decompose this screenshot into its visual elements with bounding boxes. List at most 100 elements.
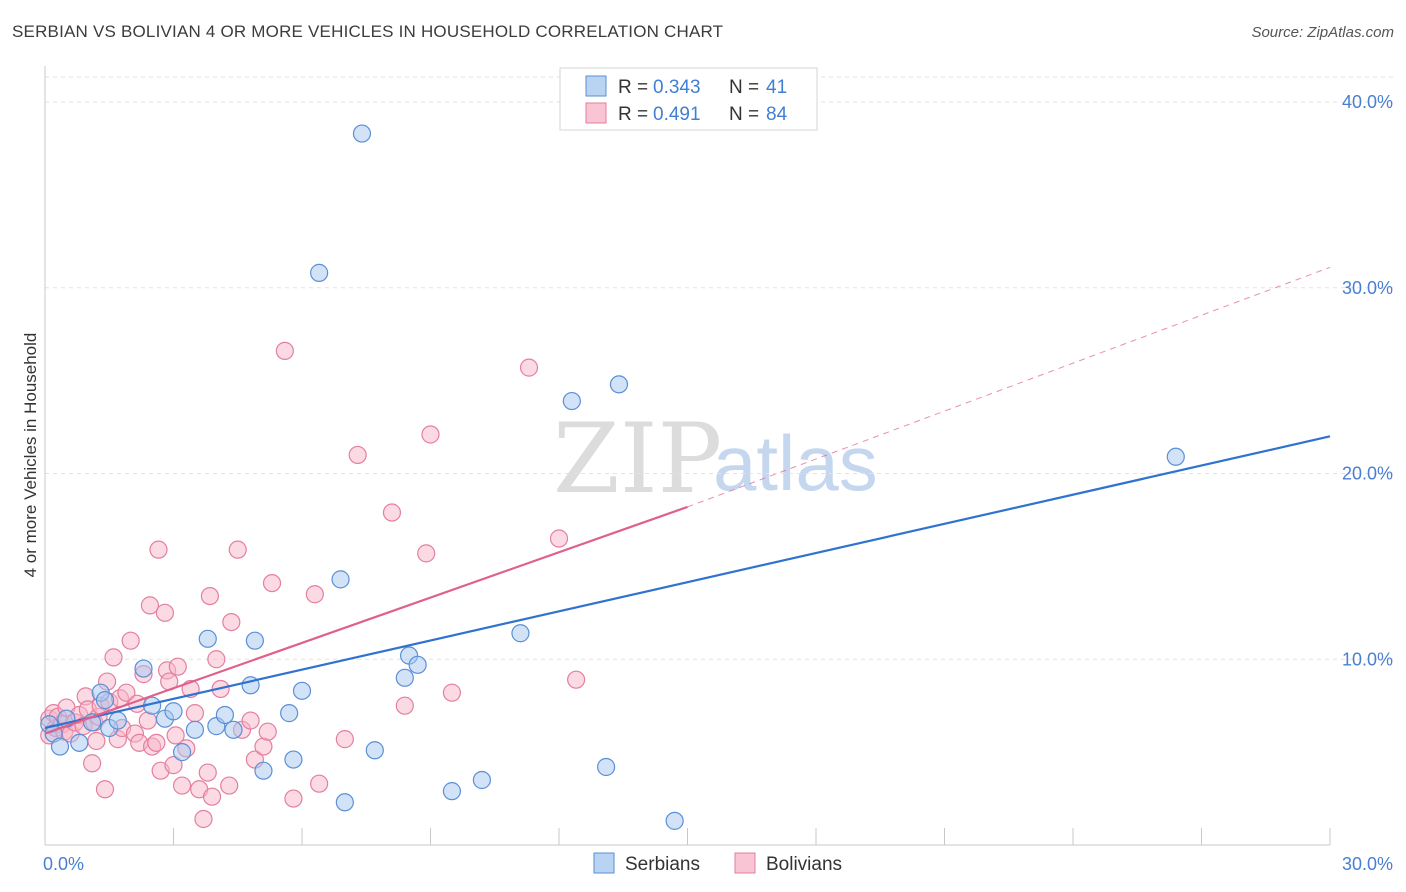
legend-r-label: R = <box>618 77 648 98</box>
bottom-legend-label: Serbians <box>625 854 700 875</box>
legend-r-value: 0.491 <box>653 104 701 125</box>
serbian-point <box>511 624 530 643</box>
serbian-point <box>408 655 427 674</box>
serbian-point <box>609 375 629 394</box>
serbian-point <box>442 782 462 801</box>
serbian-point <box>310 263 329 282</box>
bolivian-point <box>395 696 414 715</box>
serbian-point <box>185 720 205 739</box>
serbian-point <box>215 705 234 725</box>
bolivian-point <box>228 540 247 559</box>
x-tick-label: 0.0% <box>43 854 84 874</box>
serbian-point <box>352 124 372 143</box>
serbian-point <box>164 702 183 721</box>
bolivian-point <box>262 573 282 593</box>
bottom-legend: Serbians Bolivians <box>593 852 842 875</box>
serbian-point <box>70 733 89 752</box>
legend-r-value: 0.343 <box>653 77 701 98</box>
bolivian-point <box>117 683 136 702</box>
bolivian-point <box>200 586 220 606</box>
serbian-point <box>472 770 491 790</box>
bolivian-point <box>348 445 367 465</box>
bolivian-point <box>284 789 303 808</box>
bolivians-points <box>40 341 586 829</box>
serbian-point <box>108 711 127 730</box>
chart-source: Source: ZipAtlas.com <box>1251 24 1394 41</box>
bolivian-point <box>168 657 187 676</box>
bolivian-point <box>519 358 539 377</box>
bolivian-point <box>87 731 106 751</box>
serbian-point <box>292 681 312 700</box>
bolivian-point <box>421 425 440 444</box>
bolivians-trend-line <box>44 505 688 735</box>
bolivian-point <box>83 754 102 773</box>
y-axis-title: 4 or more Vehicles in Household <box>21 333 40 578</box>
bolivian-point <box>310 774 329 793</box>
bolivian-point <box>417 544 436 563</box>
serbian-point <box>172 743 192 762</box>
legend: R = 0.343 N = 41 R = 0.491 N = 84 <box>559 67 818 131</box>
bolivian-point <box>147 733 166 752</box>
bolivian-point <box>155 603 175 622</box>
legend-n-label: N = <box>729 104 759 125</box>
serbian-point <box>597 757 616 777</box>
watermark-zip: ZIP <box>553 403 722 515</box>
serbian-point <box>134 659 153 678</box>
bolivian-point <box>222 612 241 632</box>
trend-lines <box>44 266 1331 735</box>
serbian-point <box>331 570 350 589</box>
bolivian-point <box>104 648 123 667</box>
serbian-point <box>395 668 414 687</box>
chart-title: SERBIAN VS BOLIVIAN 4 OR MORE VEHICLES I… <box>12 22 724 41</box>
bolivian-point <box>172 776 192 795</box>
bolivian-point <box>140 596 160 615</box>
legend-n-value: 84 <box>766 104 788 125</box>
serbian-point <box>198 629 217 648</box>
bolivian-point <box>202 787 222 806</box>
axes <box>44 66 1331 846</box>
bolivian-point <box>95 780 115 799</box>
serbian-point <box>245 631 264 650</box>
bolivian-point <box>275 341 294 361</box>
legend-swatch <box>585 75 607 97</box>
bolivian-point <box>220 776 239 795</box>
bolivian-point <box>198 763 217 782</box>
serbian-point <box>1166 447 1185 466</box>
bolivians-trend-extension <box>687 266 1331 508</box>
y-tick-label: 20.0% <box>1342 464 1393 484</box>
y-tick-label: 10.0% <box>1342 649 1393 669</box>
serbian-point <box>335 793 354 812</box>
bolivian-point <box>567 670 586 689</box>
bolivian-point <box>149 540 168 559</box>
serbian-point <box>562 391 581 411</box>
legend-swatch <box>585 102 607 124</box>
x-tick-label: 30.0% <box>1342 854 1393 874</box>
serbian-point <box>665 811 684 830</box>
legend-n-value: 41 <box>766 77 787 98</box>
serbian-point <box>254 761 273 780</box>
serbian-point <box>284 750 303 769</box>
y-tick-label: 40.0% <box>1342 92 1393 112</box>
bolivian-point <box>258 722 277 741</box>
bolivian-point <box>549 529 569 548</box>
serbian-point <box>50 737 70 756</box>
bottom-legend-swatch <box>593 852 615 874</box>
bolivian-point <box>194 809 213 829</box>
legend-r-label: R = <box>618 104 648 125</box>
bottom-legend-label: Bolivians <box>766 854 842 875</box>
bottom-legend-swatch <box>734 852 756 874</box>
serbians-points <box>40 124 1185 830</box>
gridlines <box>45 76 1395 660</box>
bolivian-point <box>241 711 260 730</box>
y-tick-label: 30.0% <box>1342 278 1393 298</box>
bolivian-point <box>166 726 185 745</box>
bolivian-point <box>121 631 140 650</box>
serbian-point <box>365 741 384 760</box>
y-axis-label: 4 or more Vehicles in Household <box>21 333 40 578</box>
serbians-trend-line <box>44 435 1331 730</box>
serbian-point <box>224 720 243 739</box>
bolivian-point <box>207 650 226 669</box>
bolivian-point <box>335 730 354 749</box>
